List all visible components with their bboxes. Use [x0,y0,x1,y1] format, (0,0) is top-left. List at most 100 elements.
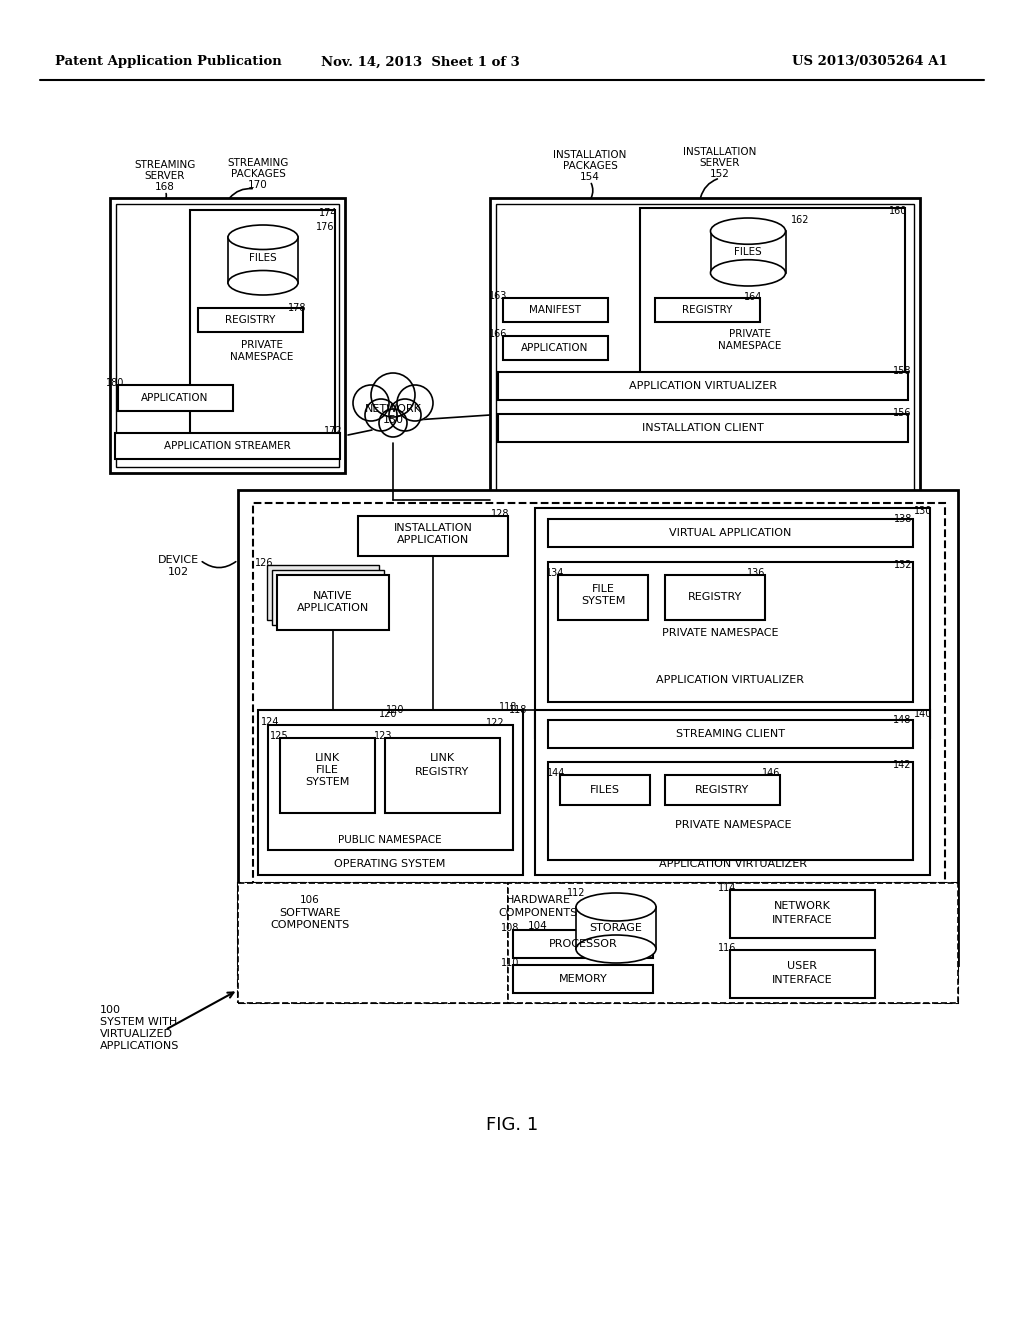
Text: Patent Application Publication: Patent Application Publication [55,55,282,69]
Bar [190,210,335,436]
Bar [278,576,389,630]
Text: APPLICATION: APPLICATION [297,603,369,612]
Bar [503,298,608,322]
Text: 112: 112 [566,888,586,898]
Text: SYSTEM: SYSTEM [581,597,626,606]
Text: SYSTEM WITH: SYSTEM WITH [100,1016,177,1027]
Bar [258,710,523,875]
Text: FILE: FILE [592,583,614,594]
Bar [267,565,379,620]
Bar [116,205,339,467]
Text: 134: 134 [546,568,564,578]
Bar [548,719,913,748]
Text: PRIVATE NAMESPACE: PRIVATE NAMESPACE [675,820,792,830]
Text: APPLICATION: APPLICATION [521,343,589,352]
Text: USER: USER [787,961,817,972]
Text: FIG. 1: FIG. 1 [485,1115,539,1134]
Bar [498,414,908,442]
Text: 130: 130 [913,506,932,516]
Text: APPLICATION: APPLICATION [397,535,469,545]
Text: PACKAGES: PACKAGES [230,169,286,180]
Bar [535,710,930,875]
Text: 180: 180 [105,378,124,388]
Text: VIRTUALIZED: VIRTUALIZED [100,1030,173,1039]
Text: 122: 122 [485,718,504,729]
Text: REGISTRY: REGISTRY [225,315,275,325]
Text: COMPONENTS: COMPONENTS [499,908,578,917]
Bar [548,762,913,861]
Bar [711,231,785,273]
Text: 144: 144 [547,768,565,777]
Text: 176: 176 [315,222,334,232]
Bar [640,209,905,378]
Text: APPLICATION: APPLICATION [141,393,209,403]
Text: OPERATING SYSTEM: OPERATING SYSTEM [334,859,445,869]
Text: PRIVATE: PRIVATE [729,329,771,339]
Text: NETWORK: NETWORK [365,404,422,414]
Text: 126: 126 [255,558,273,568]
Text: 156: 156 [893,408,911,418]
Text: MEMORY: MEMORY [559,974,607,983]
Text: 140: 140 [913,709,932,719]
Text: LINK: LINK [429,752,455,763]
Bar [490,198,920,498]
Text: PUBLIC NAMESPACE: PUBLIC NAMESPACE [338,836,441,845]
Bar [358,516,508,556]
Text: 100: 100 [100,1005,121,1015]
Bar [730,950,874,998]
Text: NAMESPACE: NAMESPACE [718,341,781,351]
Text: FILES: FILES [249,253,276,263]
Text: 123: 123 [374,731,392,741]
Ellipse shape [228,271,298,294]
Text: US 2013/0305264 A1: US 2013/0305264 A1 [793,55,948,69]
Bar [110,198,345,473]
Text: Nov. 14, 2013  Sheet 1 of 3: Nov. 14, 2013 Sheet 1 of 3 [321,55,519,69]
Bar [238,490,958,965]
Text: 150: 150 [383,414,403,425]
Text: 110: 110 [501,958,519,968]
Bar [655,298,760,322]
Text: 114: 114 [718,883,736,894]
Text: 164: 164 [743,292,762,302]
Text: FILES: FILES [734,247,762,257]
Text: 120: 120 [379,709,397,719]
Bar [280,738,375,813]
Text: MANIFEST: MANIFEST [529,305,581,315]
Text: NAMESPACE: NAMESPACE [230,352,294,362]
Circle shape [353,385,389,421]
Text: 142: 142 [893,760,911,770]
Bar [730,890,874,939]
Text: 172: 172 [324,426,342,436]
Text: 104: 104 [528,921,548,931]
Text: INTERFACE: INTERFACE [772,975,833,985]
Text: 166: 166 [488,329,507,339]
Text: NATIVE: NATIVE [313,591,353,601]
Bar [118,385,233,411]
Text: 132: 132 [894,560,912,570]
Bar [272,570,384,624]
Text: STREAMING CLIENT: STREAMING CLIENT [676,729,784,739]
Text: INSTALLATION CLIENT: INSTALLATION CLIENT [642,422,764,433]
Text: 178: 178 [288,304,306,313]
Text: PRIVATE: PRIVATE [241,341,283,350]
Text: 120: 120 [386,705,404,715]
Bar [198,308,303,333]
Bar [575,907,656,949]
Text: REGISTRY: REGISTRY [695,785,750,795]
Text: INSTALLATION: INSTALLATION [683,147,757,157]
Text: 168: 168 [155,182,175,191]
Text: APPLICATION STREAMER: APPLICATION STREAMER [164,441,291,451]
Text: 163: 163 [488,290,507,301]
Text: 108: 108 [501,923,519,933]
Text: PACKAGES: PACKAGES [562,161,617,172]
Text: 162: 162 [791,215,809,224]
Text: 174: 174 [318,209,337,218]
Bar [560,775,650,805]
Circle shape [379,409,407,437]
Text: PRIVATE NAMESPACE: PRIVATE NAMESPACE [662,628,778,638]
Bar [503,337,608,360]
Text: STORAGE: STORAGE [590,923,642,933]
Circle shape [397,385,433,421]
Bar [508,883,958,1003]
Text: REGISTRY: REGISTRY [415,767,469,777]
